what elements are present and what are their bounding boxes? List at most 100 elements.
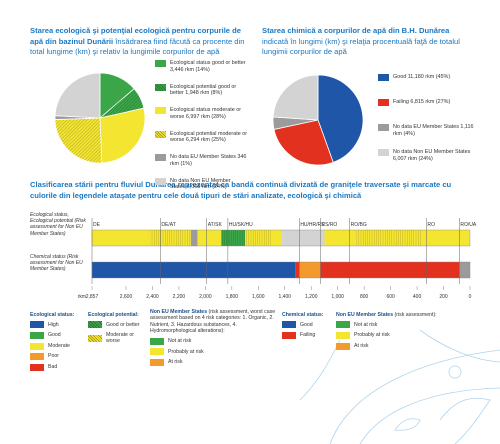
legend-group-title: Chemical status:	[282, 312, 324, 318]
legend-value: 6,068 rkm (24%)	[186, 184, 227, 191]
fish-decoration	[299, 329, 500, 444]
legend-item-label: Probably at risk	[168, 348, 204, 355]
legend-swatch	[378, 149, 389, 156]
x-tick-label: 2,600	[120, 294, 133, 300]
legend-swatch	[30, 342, 44, 350]
pie-slice	[317, 74, 364, 163]
legend-group-head: Chemical status:	[282, 312, 332, 318]
legend-swatch	[155, 130, 166, 138]
border-label: DE/AT	[161, 222, 175, 228]
x-tick-label: 2,000	[199, 294, 212, 300]
legend-group: Ecological status: High Good Moderate Poor Ba…	[30, 312, 85, 374]
x-tick-label: 1,400	[279, 294, 292, 300]
legend-swatch	[155, 107, 166, 114]
band-segment	[324, 230, 357, 246]
border-label: HU/HR/RS	[300, 222, 325, 228]
legend-label: No data EU Member States	[393, 124, 459, 130]
legend-item: Bad	[30, 363, 85, 371]
legend-entry: No data EU Member States 346 rkm (1%)	[155, 154, 247, 167]
legend-item-label: Bad	[48, 364, 58, 371]
legend-swatch	[155, 177, 166, 185]
legend-group-note: (risk assessment):	[394, 312, 437, 318]
legend-item-label: Moderate	[48, 342, 70, 349]
legend-group: Ecological potential: Good or better Moder…	[88, 312, 148, 348]
x-tick-label: 200	[439, 294, 448, 300]
subtitle: însădrarea fiind făcută ca procente din …	[30, 36, 245, 57]
legend-item: Failing	[282, 332, 332, 339]
legend-swatch	[282, 332, 296, 339]
pie-slice	[273, 119, 334, 166]
pie-slice	[272, 74, 319, 121]
legend-item-label: Failing	[300, 332, 316, 339]
legend-value: 1,116 rkm (4%)	[393, 124, 474, 137]
legend-item: Good	[30, 332, 85, 339]
legend-item-label: Poor	[48, 353, 59, 360]
legend-value: 1,948 rkm (8%)	[185, 90, 223, 97]
legend-item: Good or better	[88, 321, 148, 329]
row-label: Chemical status (Risk assessment for Non…	[30, 254, 83, 273]
legend-group-title: Non EU Member States	[336, 312, 394, 318]
segment-hatch	[356, 230, 422, 246]
legend-swatch	[155, 83, 166, 91]
legend-group-head: Non EU Member States (risk assessment, w…	[150, 309, 278, 335]
legend-value: 346 rkm (1%)	[170, 154, 247, 167]
segment-hatch	[221, 230, 246, 246]
legend-group-title: Ecological status:	[30, 312, 75, 318]
legend-swatch	[30, 353, 44, 361]
legend-item-label: At risk	[354, 342, 369, 349]
border-label: RO/BG	[351, 222, 367, 228]
legend-text: No data EU Member States 1,116 rkm (4%)	[393, 124, 478, 137]
pie-slice	[99, 107, 146, 164]
legend-text: No data EU Member States 346 rkm (1%)	[170, 154, 247, 167]
slice-hatch	[55, 118, 102, 164]
legend-label: No data Non EU Member States	[170, 177, 231, 191]
legend-swatch	[150, 337, 164, 345]
legend-label: Ecological potential moderate or worse	[170, 130, 248, 144]
row-label: Ecological status, Ecological potential …	[30, 212, 86, 237]
legend-entry: Ecological potential good or better 1,94…	[155, 83, 247, 97]
x-tick-label: 400	[413, 294, 422, 300]
legend-swatch	[336, 332, 350, 339]
subtitle: indicată în lungimi (km) şi relaţia proc…	[262, 36, 460, 57]
band-segment	[295, 262, 300, 278]
legend-item-label: Good	[300, 321, 313, 328]
x-tick-label: 2,200	[173, 294, 186, 300]
legend-swatch	[155, 154, 166, 161]
legend-item: At risk	[336, 342, 446, 350]
band-segment	[92, 230, 150, 246]
legend-entry: Ecological status good or better 3,446 r…	[155, 60, 247, 73]
legend-item: Poor	[30, 353, 85, 361]
legend-item-label: Good	[48, 332, 61, 339]
legend-swatch	[88, 334, 102, 342]
legend-label: Ecological status good or better	[170, 60, 246, 66]
legend-item: Good	[282, 321, 332, 329]
band-title: Clasificarea stării pentru fluviul Dunăr…	[30, 180, 452, 200]
legend-swatch	[378, 74, 389, 81]
border-label: HU/SK/HU	[229, 222, 253, 228]
legend-item: Probably at risk	[336, 332, 446, 339]
legend-group: Chemical status: Good Failing	[282, 312, 332, 343]
legend-value: 11,180 rkm (45%)	[407, 74, 451, 80]
legend-item-label: Good or better	[106, 321, 140, 328]
legend-text: Good 11,180 rkm (45%)	[393, 74, 450, 81]
border-label: RS/RO	[321, 222, 337, 228]
legend-group-head: Ecological potential:	[88, 312, 148, 318]
legend-item: Probably at risk	[150, 348, 278, 356]
legend-item-label: High	[48, 321, 59, 328]
x-tick-label: 0	[469, 294, 472, 300]
legend-label: Ecological potential good or better	[170, 83, 237, 97]
legend-swatch	[150, 348, 164, 356]
legend-entry: Good 11,180 rkm (45%)	[378, 74, 478, 81]
legend-text: No data Non EU Member States 6,007 rkm (…	[393, 149, 478, 162]
border-label: RO/UA	[460, 222, 477, 228]
legend-swatch	[30, 332, 44, 339]
legend-value: 6,294 rkm (25%)	[185, 137, 226, 144]
legend-item-label: At risk	[168, 359, 183, 366]
x-tick-label: 2,400	[146, 294, 159, 300]
legend-group-note: (risk assessment, worst case assessment …	[150, 309, 276, 335]
legend-swatch	[150, 358, 164, 366]
legend-swatch	[336, 342, 350, 350]
legend-group-title: Non EU Member States	[150, 309, 208, 315]
